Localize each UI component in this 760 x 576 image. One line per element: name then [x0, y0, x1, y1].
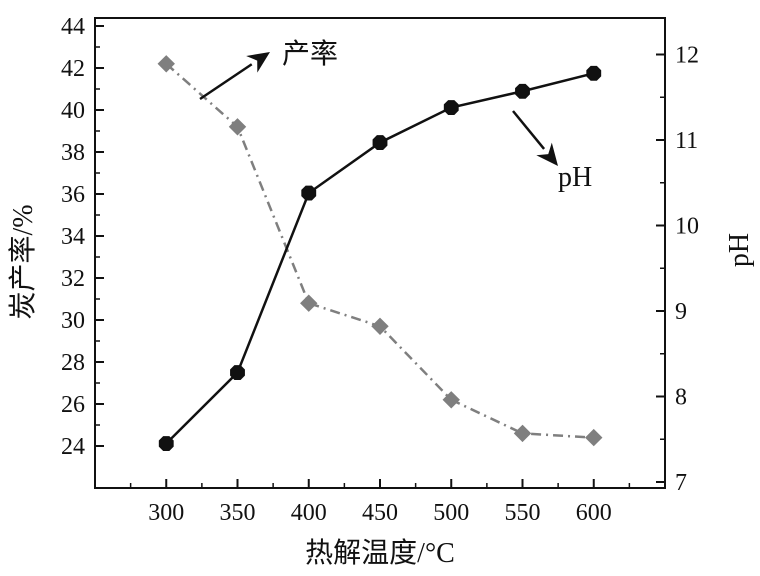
ph-data-point	[372, 135, 388, 150]
y-right-tick-label: 9	[675, 299, 687, 325]
y-left-tick-label: 36	[61, 182, 85, 208]
plot-frame	[94, 17, 666, 489]
series-layer	[157, 55, 603, 451]
annotation-layer: 产率 pH	[199, 38, 592, 193]
x-tick-label: 500	[433, 500, 469, 526]
yield-data-point	[585, 428, 603, 447]
tick-layer: 300 350 400 450 500 550 600 24 26 28 30 32 34 36 38 40 4…	[61, 14, 699, 526]
yield-data-point	[228, 118, 247, 136]
x-tick-label: 550	[505, 500, 541, 526]
yield-data-point	[442, 391, 460, 409]
y-axis-left-title: 炭产率/%	[7, 204, 39, 319]
ph-data-point	[515, 83, 530, 99]
y-axis-right-title: pH	[724, 233, 755, 267]
y-right-tick-label: 11	[675, 128, 698, 154]
y-left-tick-label: 40	[61, 98, 85, 124]
x-tick-label: 450	[362, 500, 398, 526]
y-left-tick-label: 30	[61, 308, 85, 334]
ph-annotation-arrow	[512, 110, 558, 166]
y-left-tick-label: 44	[61, 14, 85, 40]
x-tick-label: 300	[148, 500, 184, 526]
y-left-tick-label: 42	[61, 56, 85, 82]
y-right-tick-label: 7	[675, 470, 687, 496]
y-left-tick-label: 26	[61, 392, 85, 418]
yield-annotation-arrow	[199, 52, 270, 101]
yield-data-point	[300, 294, 318, 312]
ph-data-point	[586, 65, 602, 81]
y-left-tick-label: 32	[61, 266, 85, 292]
ph-data-point	[158, 436, 174, 451]
x-tick-label: 400	[291, 500, 327, 526]
y-right-tick-label: 12	[675, 43, 699, 69]
y-right-tick-label: 10	[675, 214, 699, 240]
yield-annotation-label: 产率	[282, 38, 338, 70]
yield-data-point	[513, 424, 532, 443]
y-right-tick-label: 8	[675, 385, 687, 411]
x-tick-label: 600	[576, 500, 612, 526]
x-tick-label: 350	[220, 500, 256, 526]
yield-series-line	[165, 62, 594, 439]
ph-data-point	[230, 365, 245, 380]
ph-data-point	[443, 100, 459, 115]
ph-series-line	[165, 72, 595, 445]
yield-data-point	[371, 317, 389, 336]
y-left-tick-label: 38	[61, 140, 85, 166]
ph-annotation-label: pH	[558, 162, 592, 193]
ph-data-point	[301, 185, 317, 201]
y-left-tick-label: 34	[61, 224, 85, 250]
yield-data-point	[157, 55, 175, 73]
x-axis-title: 热解温度/°C	[305, 537, 455, 569]
y-left-tick-label: 28	[61, 350, 85, 376]
y-left-tick-label: 24	[61, 434, 85, 460]
